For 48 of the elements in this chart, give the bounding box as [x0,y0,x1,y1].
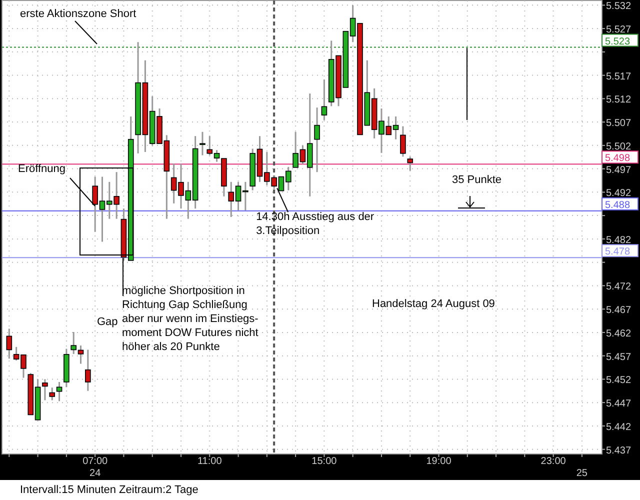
y-tick-label: 5.507 [606,118,632,130]
y-tick-label: 5.532 [606,1,632,12]
x2-tick-label: 25 [576,468,588,479]
y-tick-label: 5.512 [606,94,632,106]
x-tick-label: 07:00 [82,456,108,467]
text: Intervall:15 Minuten Zeitraum:2 Tage [20,484,198,496]
annotation: Eröffnung [18,163,66,175]
candlestick [6,328,12,360]
annotation: mögliche Shortposition in Richtung Gap Schließung aber nur wenn im Einstiegs- moment DOW Futures nicht höher als 20 Punkte [122,285,259,353]
x-tick-label: 19:00 [426,456,452,467]
candlestick [56,381,62,402]
annotation: erste Aktionszone Short [20,8,136,20]
y-tick-label: 5.482 [606,234,632,246]
y-tick-label: 5.437 [606,445,632,456]
ref-line-label: 5.498 [605,153,630,164]
annotation: Handelstag 24 August 09 [372,298,495,310]
x-tick-label: 15:00 [312,456,338,467]
y-tick-label: 5.472 [606,282,632,293]
y-tick-label: 5.447 [606,398,632,410]
candlestick [49,386,56,401]
x-tick-label: 23:00 [540,456,566,467]
y-tick-label: 5.462 [606,328,632,340]
y-tick-label: 5.502 [606,141,632,152]
candlestick [407,156,414,172]
candlestick [78,344,84,365]
y-tick-label: 5.527 [606,24,632,36]
ref-line-label: 5.488 [605,200,630,211]
y-tick-label: 5.452 [606,375,632,386]
y-tick-label: 5.517 [606,71,632,82]
candlestick [314,106,320,173]
annotation: 14.30h Ausstieg aus der 3.Teilposition [256,211,374,238]
candlestick [42,378,48,401]
annotation: Gap [97,316,118,328]
candlestick [85,348,91,392]
x2-tick-label: 24 [90,468,102,479]
ref-line-label: 5.523 [605,36,630,48]
y-tick-label: 5.442 [606,422,632,433]
annotation: 35 Punkte [452,174,502,186]
y-tick-label: 5.492 [606,188,632,200]
candlestick [70,331,76,355]
candlestick [200,131,206,156]
ref-line-label: 5.478 [605,246,630,258]
candlestick [321,78,328,121]
y-tick-label: 5.497 [606,164,632,176]
y-tick-label: 5.467 [606,305,632,316]
candlestick [400,126,406,158]
y-tick-label: 5.457 [606,352,632,363]
x-tick-label: 11:00 [197,456,222,467]
